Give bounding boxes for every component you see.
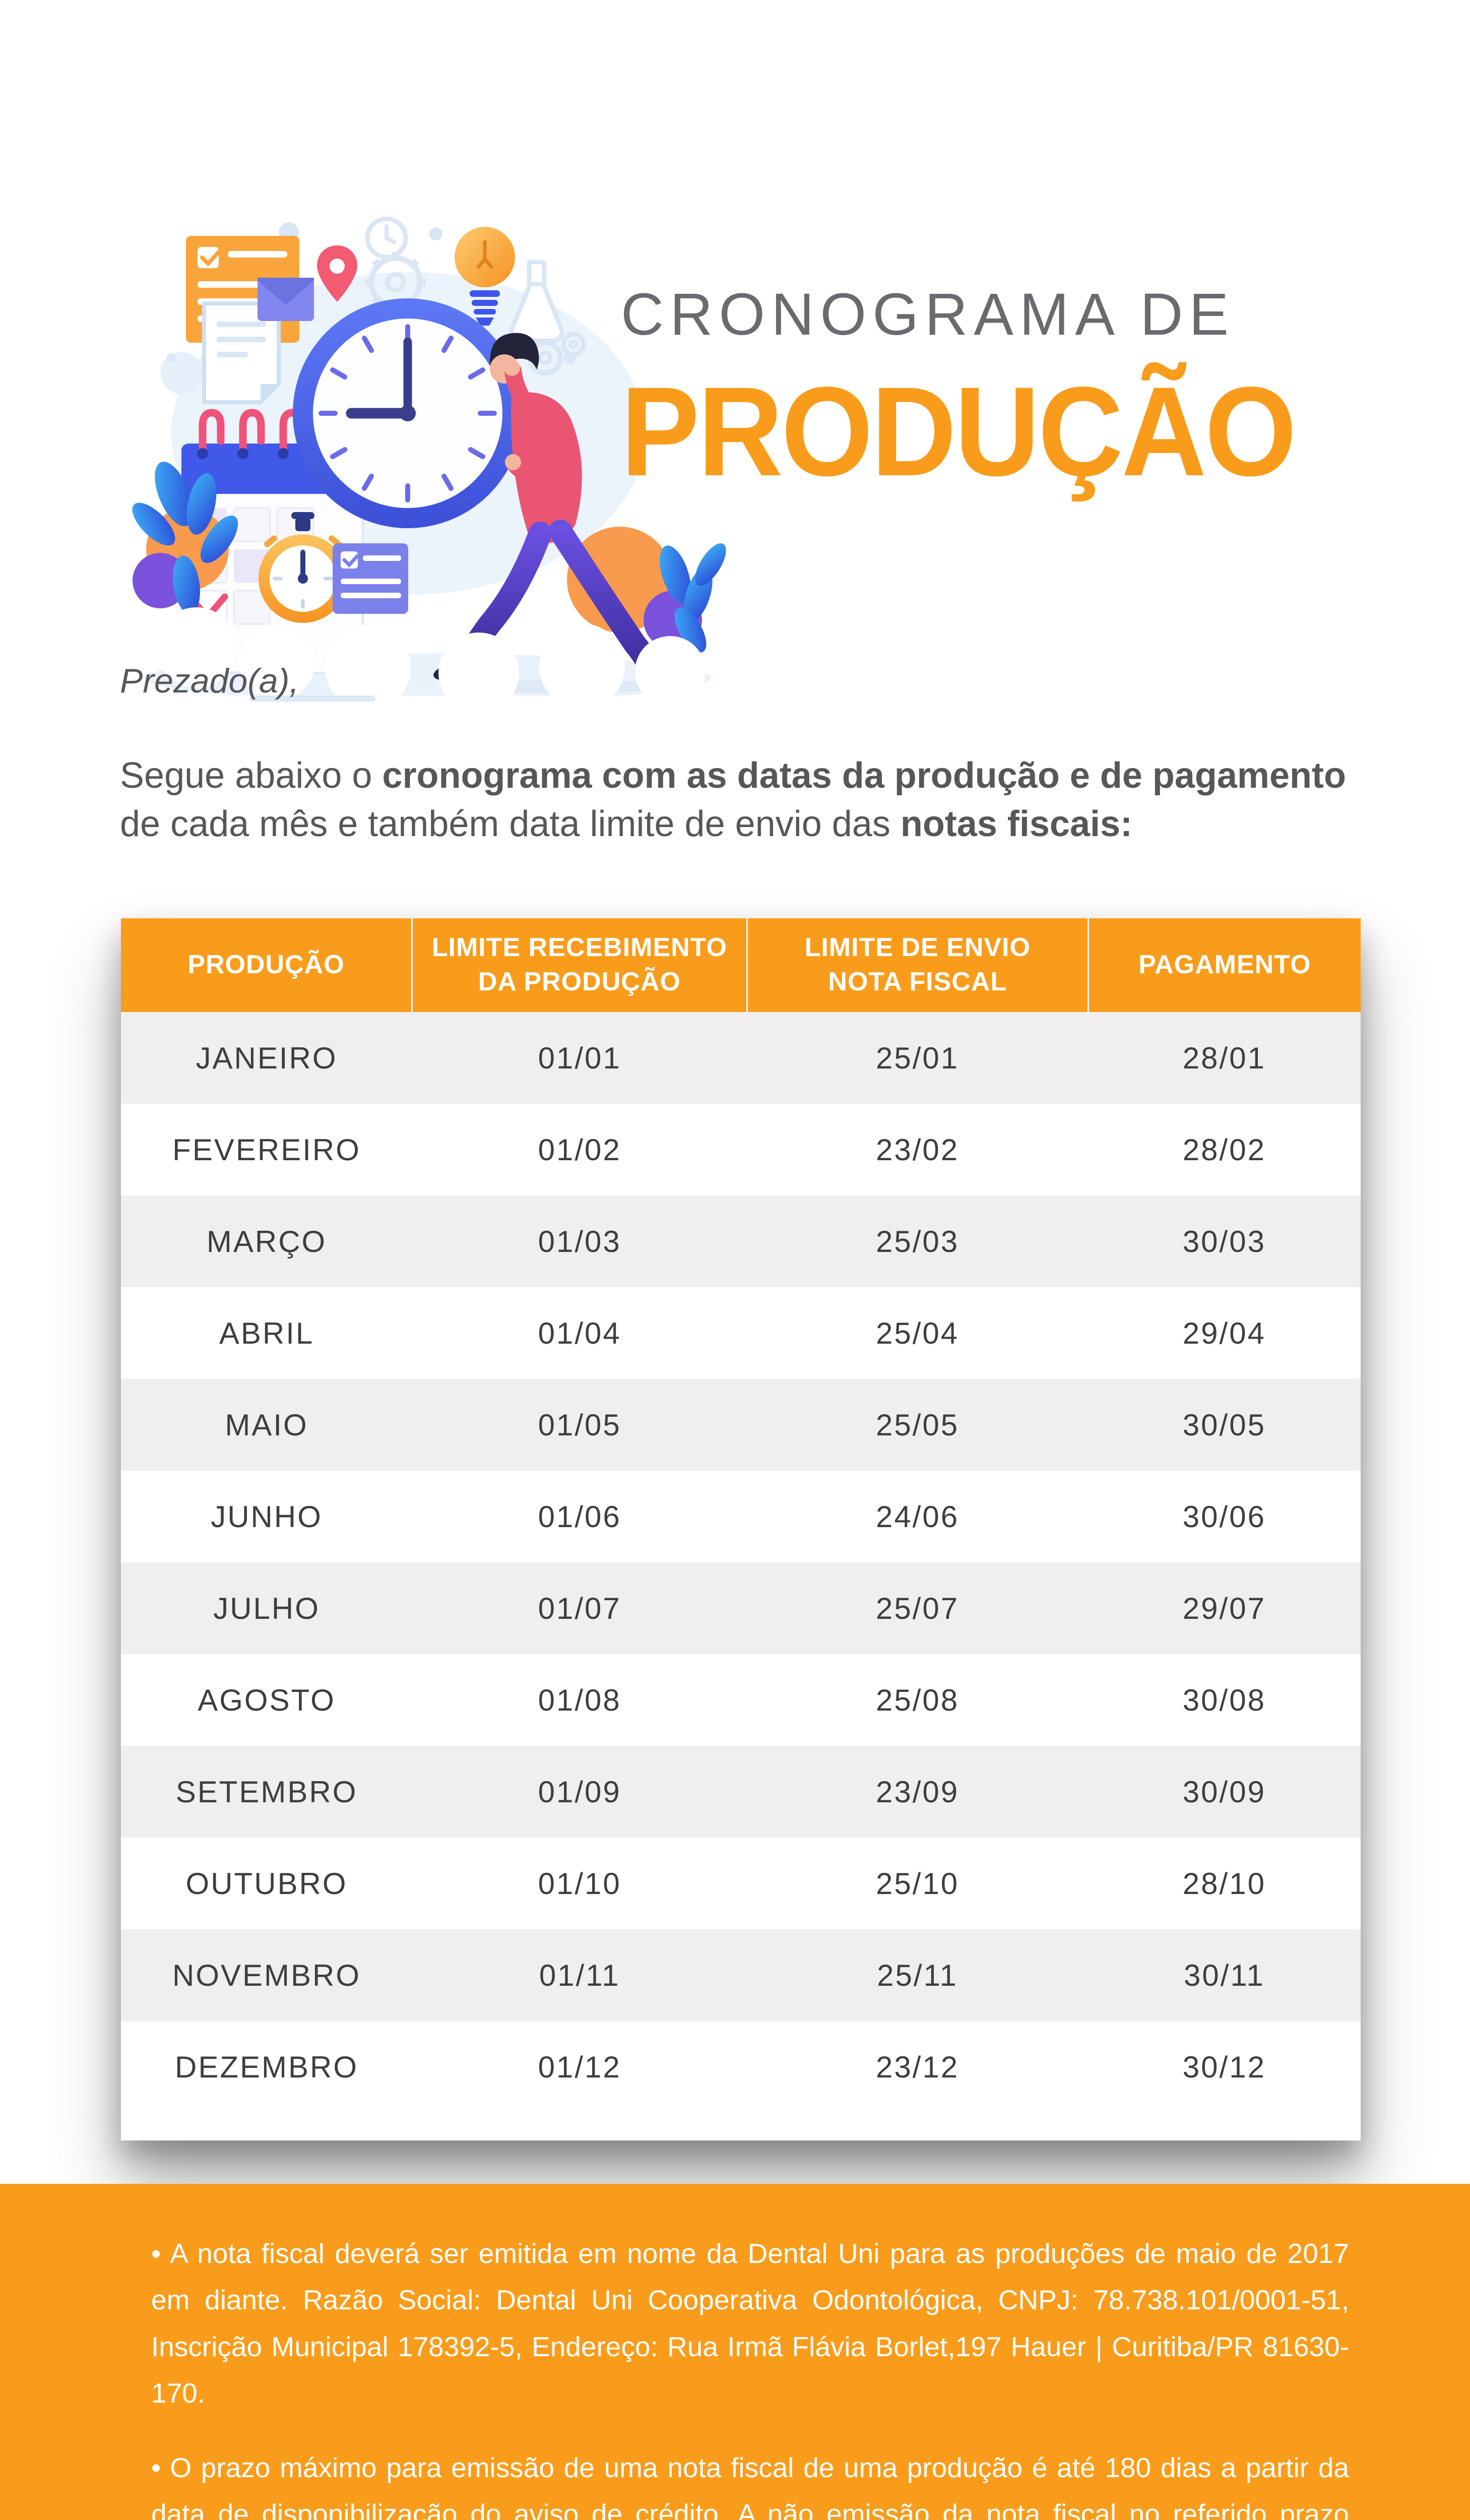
cell-date: 28/10 <box>1182 1866 1266 1901</box>
cell-date: 25/10 <box>875 1866 960 1901</box>
stopwatch-icon <box>259 512 347 623</box>
cell-date: 01/03 <box>538 1224 621 1258</box>
table-row: MARÇO 01/03 25/03 30/03 <box>121 1195 1361 1287</box>
cell-date: 25/08 <box>875 1683 960 1717</box>
cell-date: 23/02 <box>875 1132 960 1167</box>
cell-date: 29/04 <box>1182 1316 1266 1350</box>
column-header-limite-recebimento: LIMITE RECEBIMENTO DA PRODUÇÃO <box>411 918 746 1012</box>
cell-date: 25/01 <box>875 1041 960 1075</box>
table-row: AGOSTO 01/08 25/08 30/08 <box>121 1654 1361 1746</box>
page-title: CRONOGRAMA DE PRODUÇÃO <box>621 280 1346 505</box>
cell-month: JANEIRO <box>196 1041 338 1075</box>
cell-date: 01/05 <box>538 1408 621 1442</box>
note-bullet-2: • O prazo máximo para emissão de uma nota… <box>151 2444 1349 2520</box>
cell-date: 29/07 <box>1182 1591 1266 1625</box>
cell-month: NOVEMBRO <box>172 1958 361 1992</box>
schedule-table: PRODUÇÃO LIMITE RECEBIMENTO DA PRODUÇÃO … <box>121 918 1361 2140</box>
cell-date: 25/05 <box>875 1408 960 1442</box>
cell-date: 25/11 <box>877 1958 958 1992</box>
cell-date: 01/11 <box>539 1958 620 1992</box>
cell-date: 23/12 <box>875 2050 960 2084</box>
outline-clock-icon <box>365 216 408 260</box>
table-row: JANEIRO 01/01 25/01 28/01 <box>121 1012 1361 1104</box>
table-row: FEVEREIRO 01/02 23/02 28/02 <box>121 1104 1361 1195</box>
cell-date: 30/12 <box>1182 2050 1266 2084</box>
page-title-line2: PRODUÇÃO <box>621 361 1297 502</box>
cell-date: 30/11 <box>1184 1958 1265 1992</box>
cell-date: 01/08 <box>538 1683 621 1717</box>
column-header-limite-envio-nf: LIMITE DE ENVIO NOTA FISCAL <box>746 918 1088 1012</box>
cell-date: 01/07 <box>538 1591 621 1625</box>
lightbulb-icon <box>455 227 515 326</box>
table-row: ABRIL 01/04 25/04 29/04 <box>121 1287 1361 1379</box>
plant-right <box>567 527 726 653</box>
column-header-pagamento: PAGAMENTO <box>1087 918 1361 1012</box>
cell-date: 01/04 <box>538 1316 621 1350</box>
cell-date: 01/02 <box>538 1132 621 1167</box>
cell-date: 01/12 <box>538 2050 621 2084</box>
foreground-clouds <box>126 607 731 711</box>
bullet-marker: • <box>151 2238 161 2269</box>
intro-paragraph: Segue abaixo o cronograma com as datas d… <box>120 752 1346 849</box>
cell-date: 30/03 <box>1182 1224 1266 1258</box>
cell-month: MAIO <box>225 1408 308 1442</box>
text-line: Segue abaixo o cronograma com as datas d… <box>120 755 1346 796</box>
bullet-marker: • <box>151 2451 161 2483</box>
cell-month: DEZEMBRO <box>175 2050 359 2084</box>
cell-month: AGOSTO <box>198 1683 336 1717</box>
clock-illustration <box>293 298 523 528</box>
cell-date: 24/06 <box>875 1499 960 1534</box>
cell-month: OUTUBRO <box>185 1866 348 1901</box>
table-header-row: PRODUÇÃO LIMITE RECEBIMENTO DA PRODUÇÃO … <box>121 918 1361 1012</box>
table-row: SETEMBRO 01/09 23/09 30/09 <box>121 1746 1361 1838</box>
table-row: DEZEMBRO 01/12 23/12 30/12 <box>121 2021 1361 2113</box>
cell-date: 30/08 <box>1182 1683 1266 1717</box>
note-bullet-1: • A nota fiscal deverá ser emitida em nom… <box>151 2230 1349 2417</box>
header-illustration <box>126 216 731 711</box>
table-row: JULHO 01/07 25/07 29/07 <box>121 1562 1361 1654</box>
table-row: MAIO 01/05 25/05 30/05 <box>121 1379 1361 1471</box>
greeting-text: Prezado(a), <box>120 662 299 700</box>
cell-date: 01/01 <box>538 1041 621 1075</box>
table-row: NOVEMBRO 01/11 25/11 30/11 <box>121 1929 1361 2021</box>
table-body: JANEIRO 01/01 25/01 28/01 FEVEREIRO 01/02 23/0… <box>121 1012 1361 2113</box>
cell-date: 01/10 <box>538 1866 621 1901</box>
cell-month: FEVEREIRO <box>172 1132 361 1167</box>
plant-left <box>132 461 238 614</box>
table-row: OUTUBRO 01/10 25/10 28/10 <box>121 1838 1361 1929</box>
envelope-icon <box>258 278 314 321</box>
location-pin-icon <box>317 245 357 302</box>
text-line: de cada mês e também data limite de envi… <box>120 803 1133 844</box>
cell-date: 25/04 <box>875 1316 960 1350</box>
cell-month: JUNHO <box>211 1499 323 1534</box>
flask-icon <box>509 260 564 343</box>
cell-date: 01/09 <box>538 1775 621 1809</box>
cell-date: 25/07 <box>875 1591 960 1625</box>
cell-date: 25/03 <box>875 1224 960 1258</box>
cell-month: ABRIL <box>219 1316 314 1350</box>
notes-panel: • A nota fiscal deverá ser emitida em nom… <box>0 2184 1470 2520</box>
cell-date: 01/06 <box>538 1499 621 1534</box>
cell-month: JULHO <box>213 1591 320 1625</box>
cell-date: 30/05 <box>1182 1408 1266 1442</box>
table-row: JUNHO 01/06 24/06 30/06 <box>121 1471 1361 1562</box>
cell-date: 28/02 <box>1182 1132 1266 1167</box>
cell-month: SETEMBRO <box>175 1775 358 1809</box>
cell-date: 28/01 <box>1182 1041 1266 1075</box>
cell-month: MARÇO <box>206 1224 327 1258</box>
cell-date: 30/06 <box>1182 1499 1266 1534</box>
cell-date: 23/09 <box>875 1775 960 1809</box>
column-header-producao: PRODUÇÃO <box>187 950 345 980</box>
note-bullet-1-text: A nota fiscal deverá ser emitida em nome… <box>151 2238 1349 2409</box>
note-bullet-2-text: O prazo máximo para emissão de uma nota … <box>151 2451 1349 2520</box>
purple-note-icon <box>333 543 408 614</box>
page-title-line1: CRONOGRAMA DE <box>621 281 1235 348</box>
cell-date: 30/09 <box>1182 1775 1266 1809</box>
